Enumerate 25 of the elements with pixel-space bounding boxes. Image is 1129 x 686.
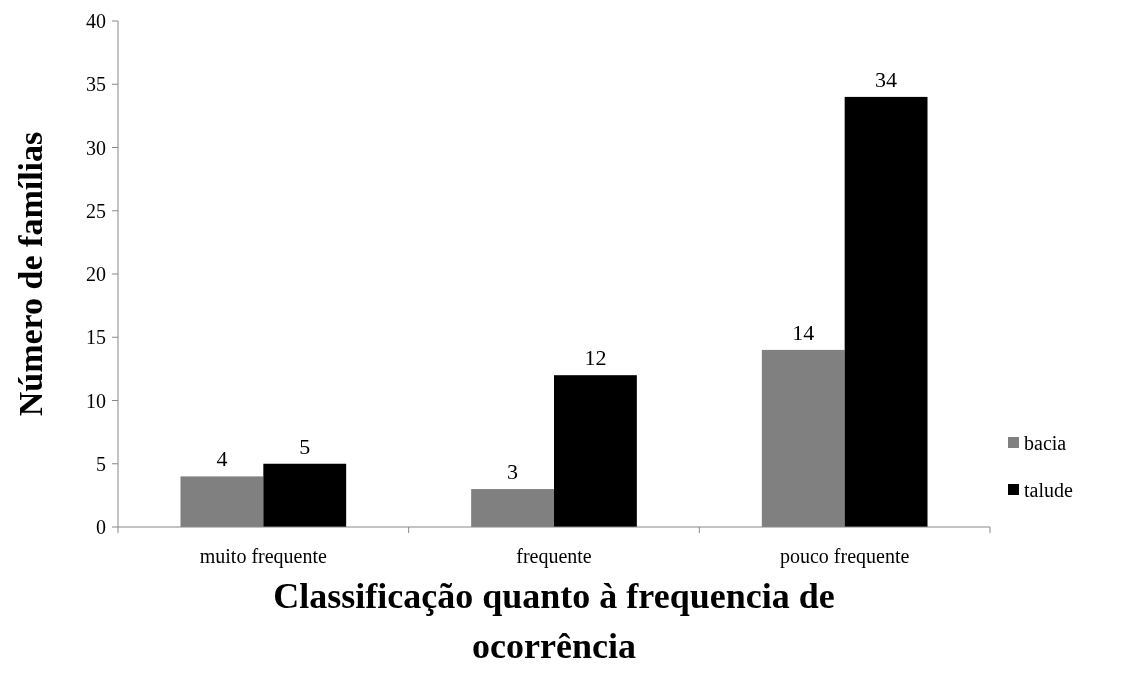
x-tick-label: pouco frequente <box>779 545 910 568</box>
y-tick-label: 25 <box>86 199 106 222</box>
legend-label: talude <box>1024 479 1073 501</box>
data-label: 12 <box>584 345 607 371</box>
legend-label: bacia <box>1024 432 1067 454</box>
data-label: 14 <box>792 319 815 345</box>
y-tick-label: 10 <box>86 389 106 412</box>
x-axis-title: Classificação quanto à frequencia de ocorrência <box>273 576 835 666</box>
y-tick-label: 35 <box>86 73 106 96</box>
bar <box>263 463 347 527</box>
x-tick-label: muito frequente <box>199 545 328 568</box>
data-label: 5 <box>299 433 311 459</box>
y-tick-label: 15 <box>86 326 106 349</box>
y-tick-label: 30 <box>86 136 106 159</box>
bar <box>844 96 928 527</box>
y-tick-label: 5 <box>96 452 106 475</box>
bar <box>554 375 637 527</box>
y-tick-label: 0 <box>96 516 106 538</box>
data-label: 34 <box>875 66 898 92</box>
y-axis-title: Número de famílias <box>12 131 49 417</box>
x-tick-label: frequente <box>516 545 592 568</box>
y-tick-label: 20 <box>86 263 106 285</box>
y-tick-label: 40 <box>86 10 106 32</box>
data-label: 3 <box>507 459 519 485</box>
data-label: 4 <box>216 446 228 472</box>
